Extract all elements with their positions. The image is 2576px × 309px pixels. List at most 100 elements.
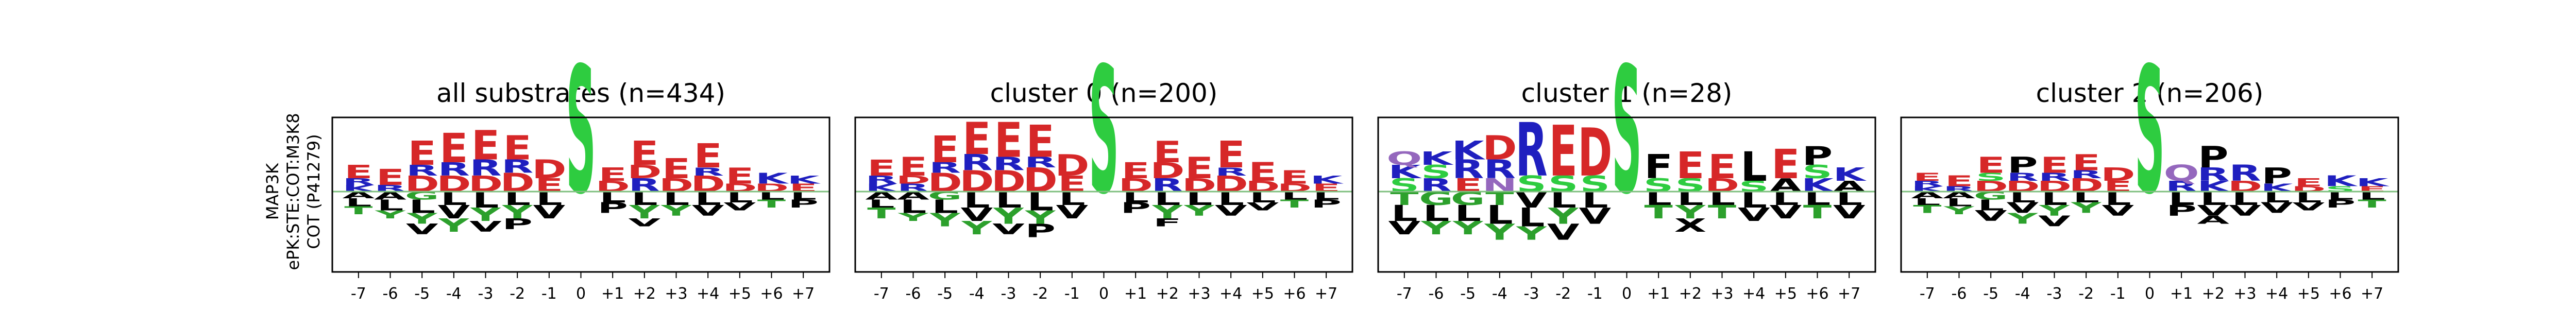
logo-letter: E bbox=[2072, 150, 2100, 175]
logo-letter: Y bbox=[438, 215, 469, 236]
x-tick-label: -4 bbox=[1492, 285, 1507, 303]
x-tick-label: +2 bbox=[1679, 285, 1702, 303]
logo-letter: E bbox=[2104, 178, 2132, 195]
logo-letter: S bbox=[1389, 175, 1419, 196]
logo-letter: D bbox=[928, 168, 962, 198]
logo-letter: Y bbox=[1548, 203, 1579, 229]
logo-letter: L bbox=[1914, 197, 1941, 208]
x-tick-label: -5 bbox=[1460, 285, 1476, 303]
logo-letter: E bbox=[1280, 166, 1309, 188]
logo-letter: S bbox=[1580, 171, 1610, 197]
logo-letter: S bbox=[1643, 175, 1673, 196]
logo-letter: Y bbox=[2071, 200, 2102, 217]
logo-letter: E bbox=[471, 122, 500, 169]
logo-letter: D bbox=[659, 175, 693, 196]
logo-letter: Q bbox=[2164, 161, 2199, 186]
logo-letter: D bbox=[2069, 175, 2104, 196]
logo-letter: R bbox=[692, 165, 724, 178]
logo-letter: K bbox=[2197, 178, 2230, 195]
logo-letter: Y bbox=[993, 203, 1024, 229]
logo-letter: L bbox=[1454, 201, 1481, 226]
logo-letter: V bbox=[437, 201, 470, 223]
x-tick-label: -2 bbox=[2078, 285, 2094, 303]
logo-letter: K bbox=[755, 170, 789, 187]
logo-letter: R bbox=[1215, 165, 1247, 178]
logo-letter: D bbox=[627, 161, 662, 183]
logo-letter: Y bbox=[375, 208, 406, 221]
logo-letter: S bbox=[1976, 170, 2006, 183]
y-label-line-1: MAP3K bbox=[263, 163, 282, 220]
logo-letter: V bbox=[406, 221, 438, 238]
x-tick-label: +3 bbox=[1710, 285, 1733, 303]
logo-letter: P bbox=[502, 216, 532, 233]
logo-letter: S bbox=[1516, 171, 1546, 197]
logo-letter: Y bbox=[470, 204, 501, 226]
logo-letter: E bbox=[408, 134, 436, 173]
logo-letter: T bbox=[1645, 201, 1673, 223]
logo-letter: A bbox=[342, 190, 375, 201]
x-tick-label: +3 bbox=[2233, 285, 2256, 303]
logo-letter: D bbox=[2228, 178, 2262, 195]
logo-letter: L bbox=[409, 196, 435, 218]
logo-letter: L bbox=[1391, 201, 1418, 226]
logo-letter: L bbox=[1946, 196, 1973, 209]
logo-letter: A bbox=[2197, 214, 2229, 227]
logo-letter: D bbox=[468, 171, 503, 197]
logo-letter: D bbox=[2005, 178, 2040, 195]
logo-letter: V bbox=[1833, 201, 1866, 223]
logo-letter: E bbox=[439, 125, 468, 171]
logo-letter: D bbox=[1578, 114, 1612, 191]
logo-letter: R bbox=[866, 174, 897, 186]
logo-letter: D bbox=[1118, 175, 1153, 196]
logo-letter: V bbox=[1769, 201, 1802, 223]
logo-letter: D bbox=[1214, 171, 1248, 197]
logo-letter: L bbox=[345, 196, 372, 209]
logo-letter: R bbox=[438, 159, 470, 180]
logo-letter: D bbox=[1245, 178, 1280, 195]
logo-letter: T bbox=[867, 205, 896, 222]
logo-letter: R bbox=[1151, 175, 1183, 196]
logo-letter: E bbox=[1454, 175, 1482, 196]
logo-letter: E bbox=[1185, 151, 1213, 185]
logo-letter: D bbox=[1482, 129, 1517, 168]
x-tick-label: +7 bbox=[792, 285, 815, 303]
logo-letter: A bbox=[1833, 178, 1866, 195]
logo-letter: E bbox=[376, 165, 404, 190]
x-tick-label: +6 bbox=[760, 285, 783, 303]
x-tick-label: -1 bbox=[541, 285, 557, 303]
logo-letter: V bbox=[1215, 202, 1247, 219]
logo-letter: E bbox=[867, 156, 895, 181]
logo-letter: R bbox=[2165, 178, 2197, 195]
logo-letter: D bbox=[2100, 164, 2135, 185]
x-tick-label: -6 bbox=[1952, 285, 1967, 303]
x-tick-label: +3 bbox=[665, 285, 687, 303]
logo-letter: V bbox=[1547, 220, 1580, 245]
x-tick-label: +4 bbox=[1742, 285, 1765, 303]
logo-letter: E bbox=[1121, 158, 1149, 183]
logo-letter: K bbox=[1388, 161, 1422, 183]
logo-letter: E bbox=[1771, 141, 1800, 187]
y-label-line-3: COT (P41279) bbox=[304, 134, 324, 249]
logo-letter: S bbox=[566, 31, 596, 233]
logo-panel: cluster 0 (n=200)KRERDEDREDREDREDREEDSDE… bbox=[854, 31, 1353, 303]
logo-letter: L bbox=[931, 196, 958, 218]
panel-title: cluster 2 (n=206) bbox=[2036, 78, 2264, 108]
logo-letter: V bbox=[2261, 200, 2293, 217]
x-tick-label: 0 bbox=[1622, 285, 1632, 303]
logo-letter: P bbox=[1802, 141, 1833, 171]
logo-letter: K bbox=[2356, 176, 2390, 189]
logo-letter: Y bbox=[1151, 201, 1183, 223]
logo-letter: Y bbox=[1183, 202, 1215, 219]
x-tick-label: +7 bbox=[2361, 285, 2383, 303]
logo-letter: L bbox=[1518, 203, 1545, 233]
panel-title: cluster 1 (n=28) bbox=[1521, 78, 1733, 108]
logo-letter: P bbox=[788, 197, 818, 210]
x-tick-label: +5 bbox=[728, 285, 751, 303]
logo-letter: V bbox=[1388, 217, 1420, 239]
logo-letter: E bbox=[930, 128, 959, 171]
logo-letter: R bbox=[2229, 161, 2261, 186]
x-tick-label: -6 bbox=[1429, 285, 1444, 303]
x-tick-label: -3 bbox=[478, 285, 494, 303]
